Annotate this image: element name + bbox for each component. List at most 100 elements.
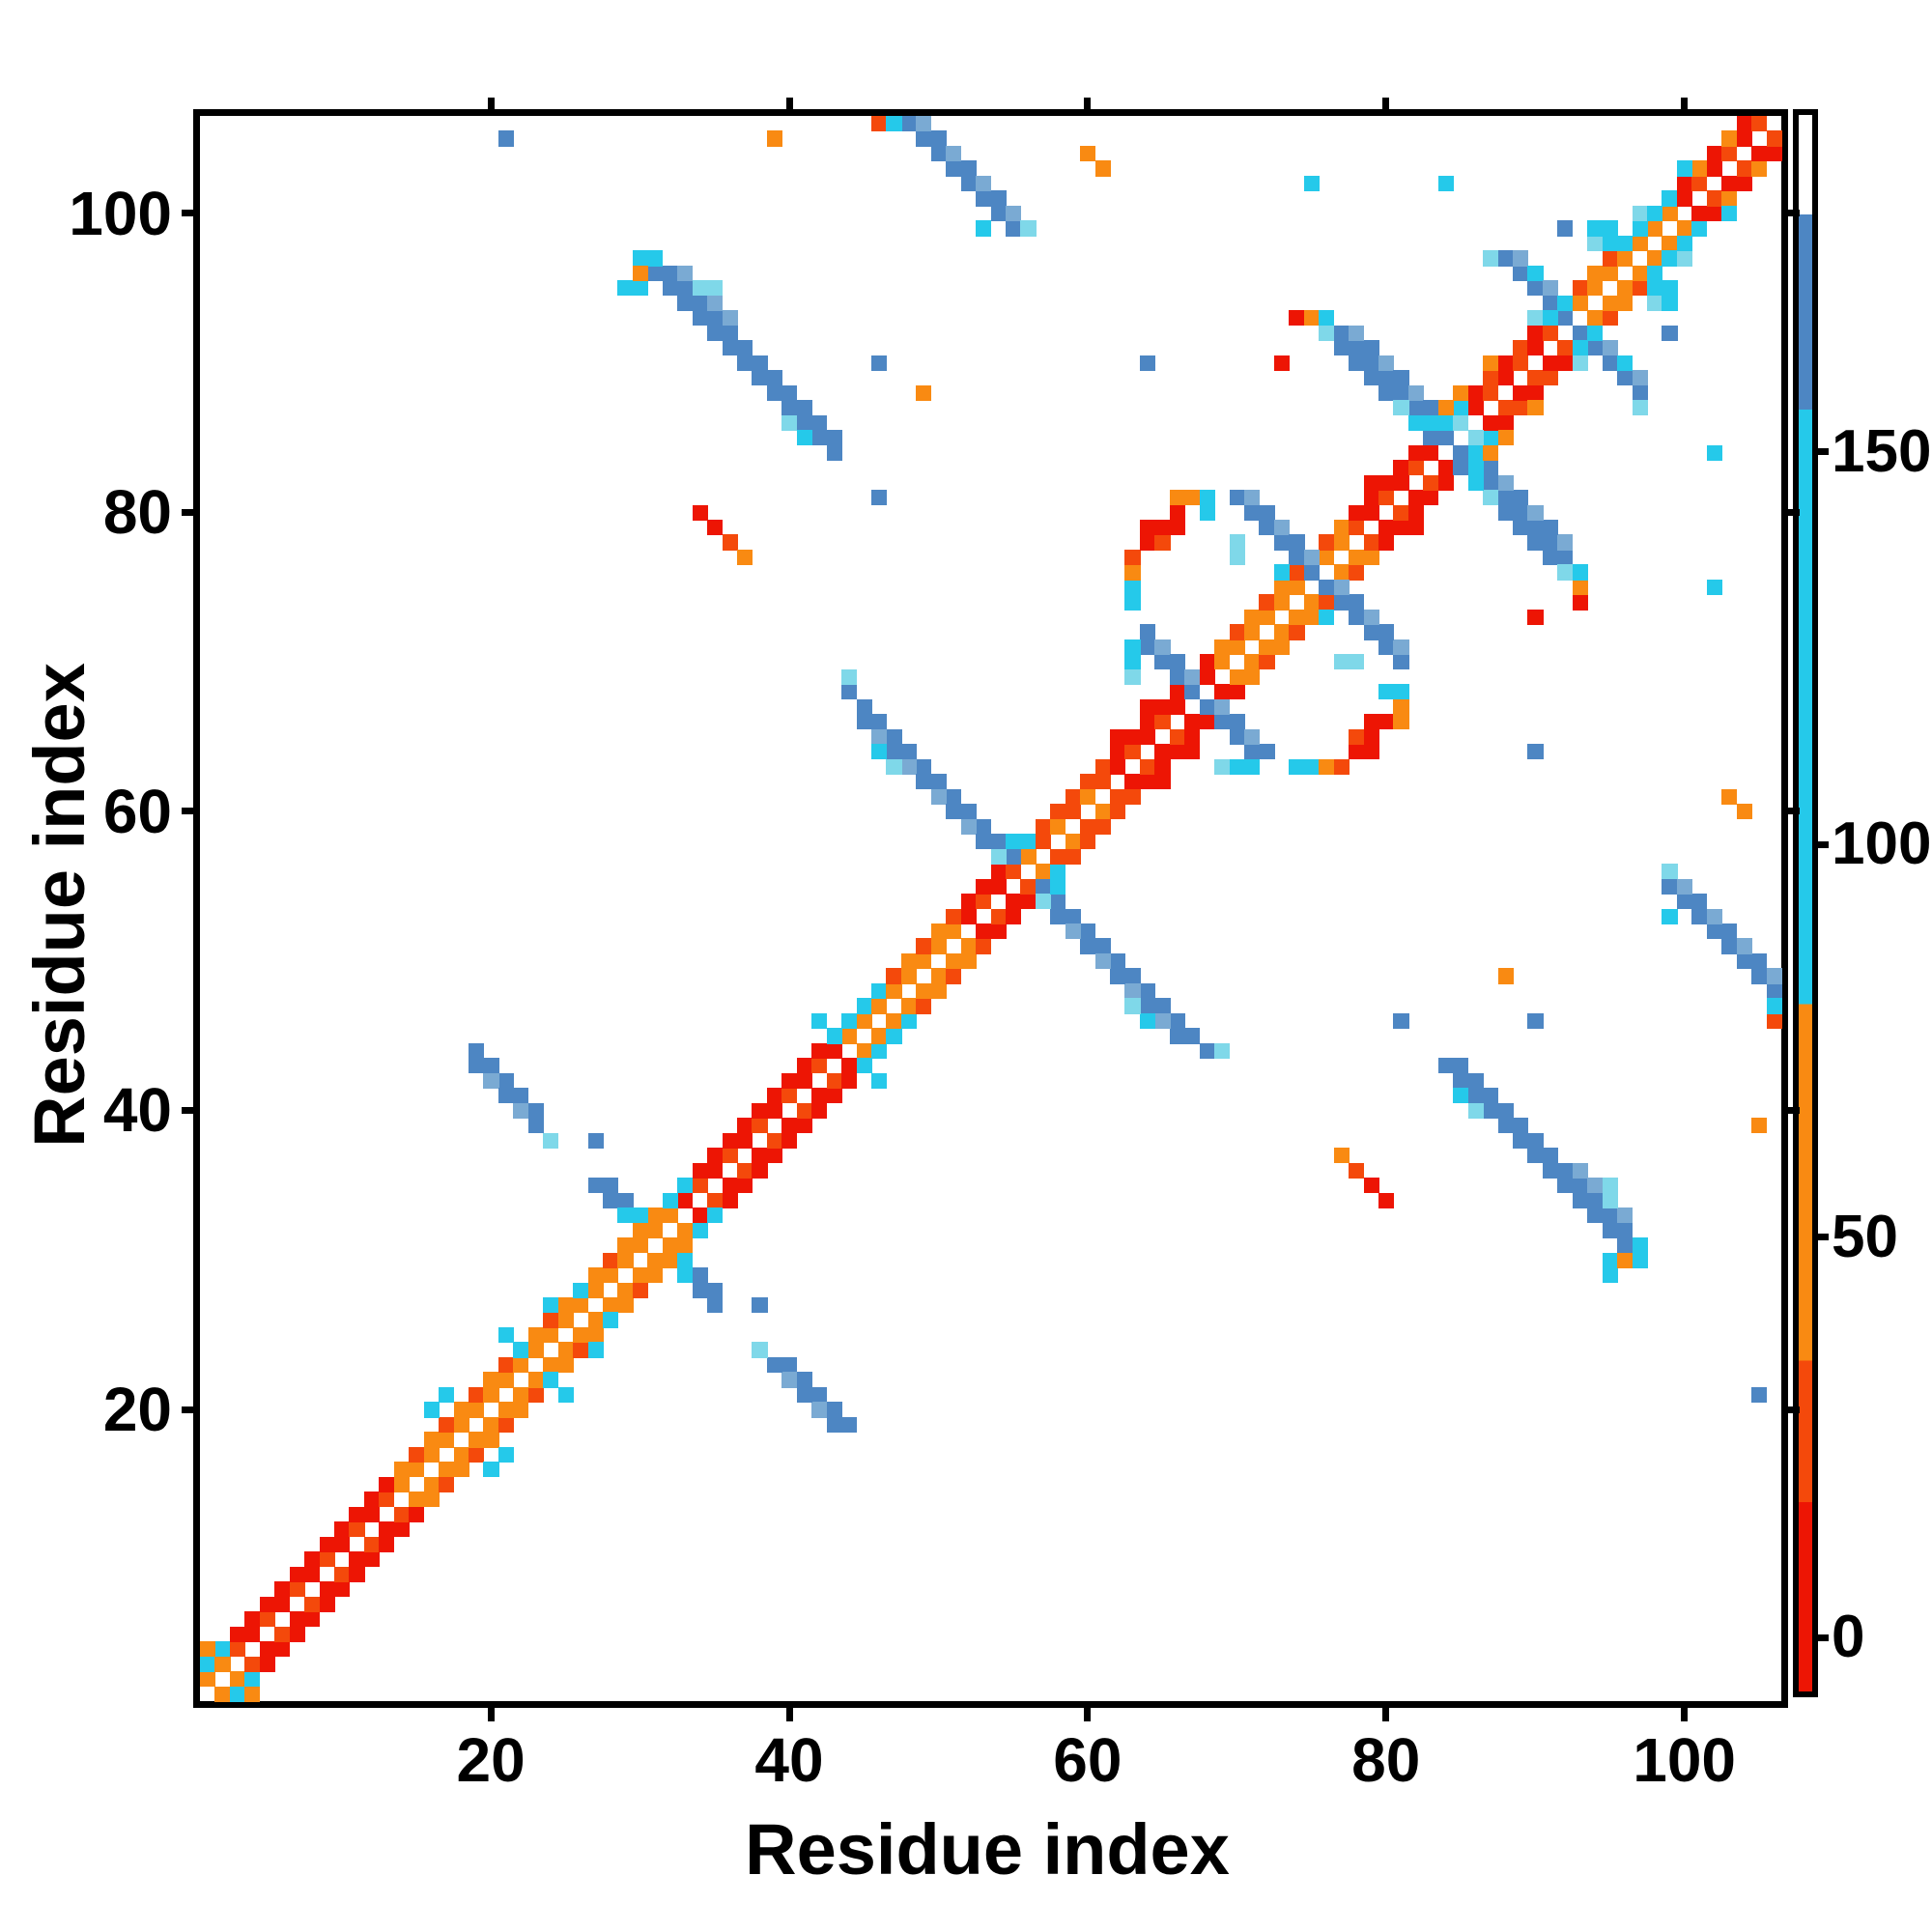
- heatmap-cell: [781, 1118, 798, 1134]
- heatmap-cell: [1602, 1222, 1618, 1238]
- heatmap-cell: [1363, 1178, 1379, 1194]
- heatmap-cell: [1244, 758, 1261, 775]
- heatmap-cell: [1349, 728, 1365, 745]
- heatmap-cell: [736, 1132, 753, 1149]
- heatmap-cell: [766, 370, 782, 386]
- heatmap-cell: [1378, 639, 1395, 655]
- heatmap-cell: [1378, 534, 1395, 551]
- heatmap-cell: [856, 1058, 872, 1074]
- heatmap-cell: [602, 1178, 619, 1194]
- heatmap-cell: [1378, 490, 1395, 506]
- heatmap-cell: [1557, 1162, 1574, 1179]
- heatmap-cell: [513, 1402, 529, 1418]
- heatmap-cell: [1602, 265, 1618, 281]
- heatmap-cell: [1602, 1178, 1618, 1194]
- heatmap-cell: [1587, 340, 1604, 356]
- heatmap-cell: [1273, 624, 1291, 640]
- heatmap-cell: [333, 1536, 351, 1552]
- heatmap-cell: [662, 1208, 678, 1224]
- heatmap-cell: [736, 1118, 753, 1134]
- heatmap-cell: [1676, 235, 1693, 252]
- heatmap-cell: [573, 1282, 589, 1298]
- heatmap-cell: [677, 1178, 694, 1194]
- axis-tick: [1815, 1234, 1829, 1241]
- heatmap-cell: [677, 1237, 694, 1254]
- heatmap-cell: [423, 1402, 440, 1418]
- heatmap-cell: [1572, 340, 1588, 356]
- heatmap-cell: [886, 758, 902, 775]
- heatmap-cell: [1706, 908, 1722, 924]
- heatmap-cell: [811, 1386, 828, 1404]
- heatmap-cell: [1199, 698, 1215, 715]
- heatmap-cell: [1587, 265, 1604, 281]
- heatmap-cell: [497, 1372, 514, 1388]
- heatmap-cell: [1094, 804, 1111, 820]
- heatmap-cell: [1706, 205, 1722, 222]
- heatmap-cell: [752, 1342, 768, 1358]
- heatmap-cell: [617, 1237, 634, 1254]
- heatmap-cell: [1124, 654, 1141, 670]
- heatmap-cell: [439, 1432, 455, 1448]
- heatmap-cell: [1662, 280, 1678, 297]
- heatmap-cell: [1065, 788, 1081, 805]
- heatmap-cell: [602, 1297, 619, 1314]
- heatmap-cell: [870, 490, 888, 506]
- axis-tick: [487, 1706, 495, 1721]
- heatmap-cell: [1169, 668, 1185, 685]
- heatmap-cell: [1617, 235, 1634, 252]
- heatmap-cell: [1363, 474, 1379, 491]
- heatmap-cell: [826, 1402, 842, 1418]
- heatmap-cell: [930, 982, 947, 1000]
- heatmap-cell: [573, 1342, 589, 1358]
- heatmap-cell: [379, 1536, 395, 1552]
- heatmap-cell: [1662, 235, 1678, 252]
- heatmap-cell: [483, 1072, 499, 1089]
- heatmap-cell: [766, 1132, 782, 1149]
- heatmap-cell: [677, 1222, 694, 1238]
- heatmap-cell: [1527, 519, 1544, 536]
- heatmap-cell: [662, 280, 678, 297]
- heatmap-cell: [1319, 609, 1335, 626]
- heatmap-cell: [1110, 788, 1126, 805]
- heatmap-cell: [423, 1446, 440, 1463]
- heatmap-cell: [870, 355, 888, 371]
- heatmap-cell: [1110, 968, 1126, 984]
- heatmap-cell: [1587, 280, 1604, 297]
- heatmap-cell: [587, 1326, 604, 1344]
- heatmap-cell: [1184, 714, 1201, 730]
- heatmap-cell: [1407, 444, 1425, 461]
- heatmap-cell: [1587, 325, 1604, 341]
- heatmap-cell: [841, 1058, 858, 1074]
- heatmap-cell: [1407, 460, 1425, 476]
- x-tick-label: 40: [754, 1725, 824, 1795]
- heatmap-cell: [1467, 460, 1484, 476]
- heatmap-cell: [1184, 728, 1201, 745]
- heatmap-cell: [543, 1372, 559, 1388]
- heatmap-cell: [1363, 355, 1379, 371]
- axis-tick: [182, 210, 197, 217]
- heatmap-cell: [707, 1192, 724, 1208]
- heatmap-cell: [497, 1446, 514, 1463]
- heatmap-cell: [811, 1402, 828, 1418]
- heatmap-cell: [1647, 220, 1663, 237]
- heatmap-cell: [1080, 923, 1096, 940]
- heatmap-cell: [1587, 1178, 1604, 1194]
- heatmap-cell: [527, 1118, 544, 1134]
- heatmap-cell: [1721, 205, 1738, 222]
- heatmap-cell: [1154, 654, 1171, 670]
- heatmap-cell: [1423, 490, 1439, 506]
- heatmap-cell: [662, 1252, 678, 1268]
- heatmap-cell: [1513, 490, 1529, 506]
- heatmap-cell: [513, 1088, 529, 1104]
- heatmap-cell: [1214, 698, 1231, 715]
- heatmap-cell: [1273, 355, 1291, 371]
- heatmap-cell: [796, 400, 812, 416]
- heatmap-cell: [752, 370, 768, 386]
- heatmap-cell: [1289, 564, 1305, 581]
- heatmap-cell: [781, 1356, 798, 1374]
- heatmap-cell: [707, 1148, 724, 1164]
- heatmap-cell: [1662, 878, 1678, 895]
- heatmap-cell: [1542, 519, 1559, 536]
- heatmap-cell: [976, 834, 992, 850]
- heatmap-cell: [1527, 340, 1544, 356]
